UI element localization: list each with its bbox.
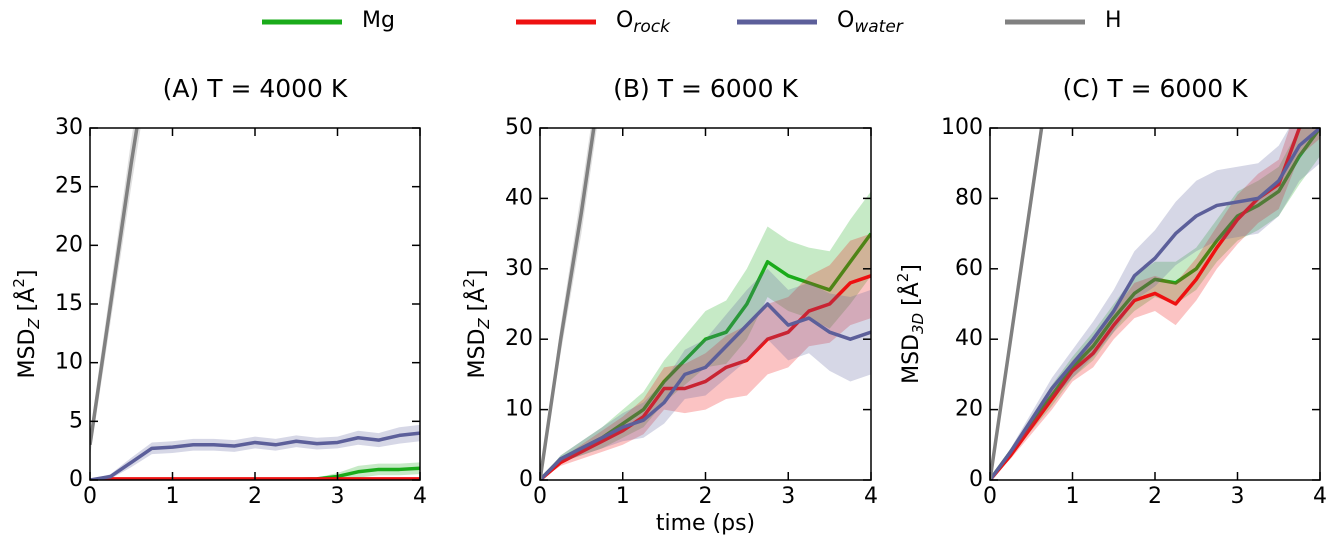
y-tick-label: 0	[969, 467, 983, 492]
x-tick-label: 0	[983, 484, 997, 509]
x-tick-label: 3	[1231, 484, 1245, 509]
y-axis-label: MSD3D [Å2]	[894, 264, 927, 384]
x-tick-label: 3	[331, 484, 345, 509]
chart-title: (B) T = 6000 K	[613, 74, 798, 103]
x-axis-label: time (ps)	[656, 511, 755, 536]
legend-label: Mg	[362, 8, 395, 33]
error-band	[540, 191, 871, 480]
x-tick-label: 2	[1148, 484, 1162, 509]
series-line	[990, 128, 1320, 480]
legend-label: Owater	[837, 8, 904, 37]
x-tick-label: 4	[413, 484, 427, 509]
y-tick-label: 20	[955, 397, 983, 422]
legend-label: H	[1105, 8, 1122, 33]
series-line	[990, 128, 1044, 480]
y-tick-label: 15	[55, 291, 83, 316]
x-tick-label: 4	[1313, 484, 1327, 509]
x-tick-label: 3	[781, 484, 795, 509]
chart-title: (A) T = 4000 K	[163, 74, 348, 103]
series-line	[540, 128, 596, 480]
x-tick-label: 2	[699, 484, 713, 509]
series-line	[540, 274, 871, 480]
error-band	[990, 128, 1320, 480]
chart-title: (C) T = 6000 K	[1063, 74, 1249, 103]
axes-frame	[89, 127, 421, 481]
series-line	[990, 128, 1320, 480]
y-axis-label: MSDZ [Å2]	[460, 270, 493, 379]
y-tick-label: 50	[505, 115, 533, 140]
y-tick-label: 20	[505, 326, 533, 351]
y-tick-label: 40	[505, 185, 533, 210]
error-band	[540, 233, 871, 480]
y-tick-label: 30	[55, 115, 83, 140]
y-tick-label: 20	[55, 232, 83, 257]
x-tick-label: 4	[864, 484, 878, 509]
y-tick-label: 5	[69, 408, 83, 433]
x-tick-label: 0	[83, 484, 97, 509]
error-band	[540, 268, 871, 480]
error-band	[990, 128, 1320, 480]
y-tick-label: 0	[69, 467, 83, 492]
y-tick-label: 60	[955, 256, 983, 281]
series-line	[90, 466, 420, 480]
series-line	[90, 431, 420, 480]
y-tick-label: 0	[519, 467, 533, 492]
y-tick-label: 80	[955, 185, 983, 210]
y-tick-label: 10	[505, 397, 533, 422]
plot-area	[540, 128, 871, 480]
x-tick-label: 1	[1066, 484, 1080, 509]
x-tick-label: 0	[533, 484, 547, 509]
series-line	[90, 128, 139, 446]
series-line	[540, 302, 871, 480]
y-tick-label: 30	[505, 256, 533, 281]
plot-area	[990, 128, 1320, 480]
y-axis-label: MSDZ [Å2]	[10, 270, 43, 379]
error-band	[90, 424, 420, 480]
x-tick-label: 2	[248, 484, 262, 509]
x-tick-label: 1	[166, 484, 180, 509]
y-tick-label: 25	[55, 174, 83, 199]
y-tick-label: 10	[55, 350, 83, 375]
x-tick-label: 1	[616, 484, 630, 509]
legend-label: Orock	[616, 8, 671, 37]
y-tick-label: 40	[955, 326, 983, 351]
y-tick-label: 100	[941, 115, 983, 140]
